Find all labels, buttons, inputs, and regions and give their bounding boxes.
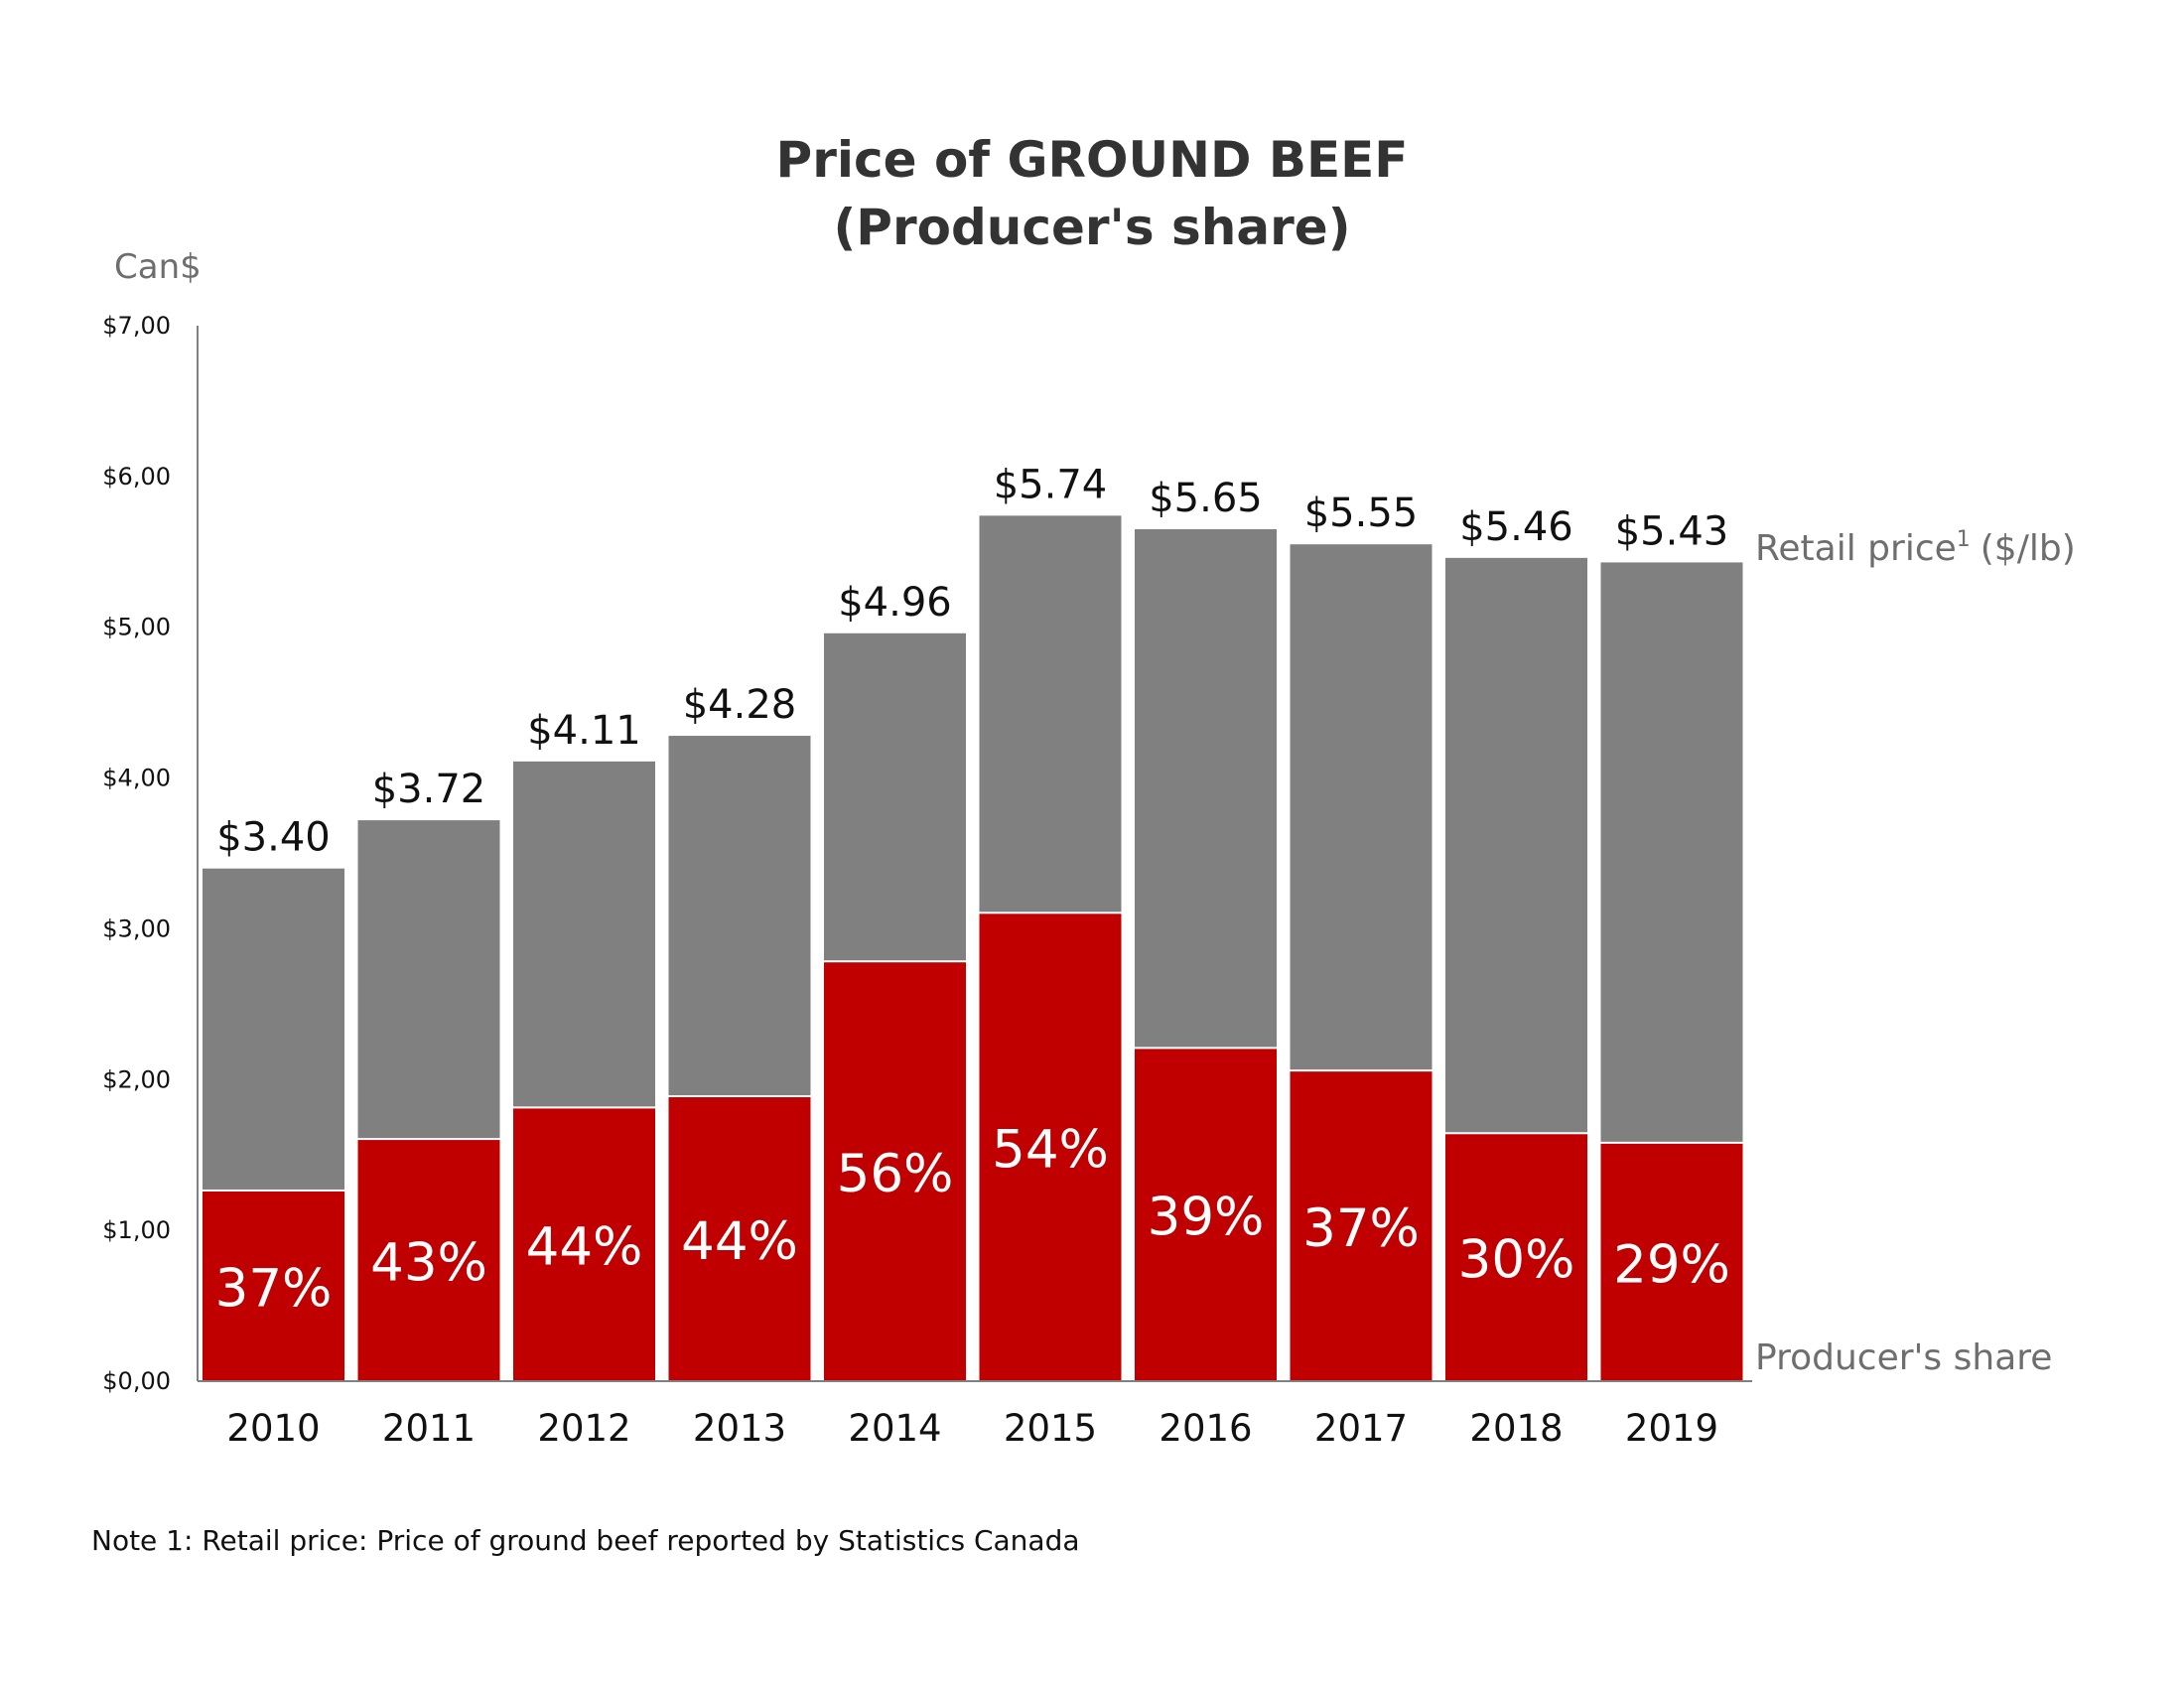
y-tick-label: $5,00: [102, 614, 171, 641]
price-label-2014: $4.96: [838, 580, 952, 626]
y-tick-label: $1,00: [102, 1216, 171, 1244]
bar-retail-remainder-2019: [1600, 562, 1743, 1142]
x-tick-label-2019: 2019: [1625, 1407, 1718, 1450]
bar-producer-share-2012: [513, 1108, 655, 1381]
share-label-2019: 29%: [1613, 1234, 1730, 1295]
x-tick-label-2018: 2018: [1469, 1407, 1563, 1450]
series-label-retail-price-suffix: ($/lb): [1980, 528, 2076, 569]
price-label-2019: $5.43: [1615, 508, 1729, 554]
bar-producer-share-2019: [1600, 1143, 1743, 1381]
price-label-2013: $4.28: [683, 682, 797, 728]
price-label-2017: $5.55: [1304, 491, 1419, 536]
bar-producer-share-2010: [203, 1191, 344, 1381]
share-label-2012: 44%: [526, 1217, 643, 1278]
price-label-2011: $3.72: [372, 767, 486, 812]
footnote: Note 1: Retail price: Price of ground be…: [91, 1524, 1080, 1557]
y-tick-label: $0,00: [102, 1367, 171, 1395]
bar-retail-remainder-2015: [979, 515, 1122, 913]
y-axis-unit-label: Can$: [114, 247, 202, 287]
chart-title-line2: (Producer's share): [833, 199, 1350, 256]
bar-retail-remainder-2018: [1445, 557, 1587, 1133]
price-label-2015: $5.74: [994, 462, 1108, 507]
bar-producer-share-2011: [357, 1140, 500, 1381]
bar-producer-share-2016: [1135, 1049, 1277, 1381]
x-tick-label-2016: 2016: [1159, 1407, 1252, 1450]
share-label-2017: 37%: [1302, 1198, 1420, 1259]
x-tick-label-2012: 2012: [537, 1407, 630, 1450]
y-tick-label: $6,00: [102, 463, 171, 491]
bar-retail-remainder-2013: [668, 736, 811, 1096]
bar-producer-share-2017: [1290, 1071, 1433, 1381]
retail-price-labels: $3.40 $3.72 $4.11 $4.28 $4.96 $5.74 $5.65 $5.55…: [216, 462, 1728, 860]
share-label-2010: 37%: [215, 1258, 333, 1319]
x-tick-label-2015: 2015: [1004, 1407, 1097, 1450]
share-label-2016: 39%: [1148, 1188, 1265, 1248]
y-tick-label: $4,00: [102, 765, 171, 792]
price-label-2010: $3.40: [216, 815, 331, 861]
price-label-2012: $4.11: [527, 708, 641, 754]
share-label-2014: 56%: [837, 1144, 954, 1204]
bar-producer-share-2018: [1445, 1134, 1587, 1381]
x-tick-label-2013: 2013: [693, 1407, 786, 1450]
series-label-retail-price: Retail price1 ($/lb): [1755, 527, 2076, 569]
bar-producer-share-2014: [824, 962, 966, 1381]
series-label-retail-price-superscript: 1: [1957, 527, 1971, 552]
share-label-2018: 30%: [1458, 1230, 1575, 1291]
bar-retail-remainder-2014: [824, 633, 966, 961]
y-axis-ticks: $0,00 $1,00 $2,00 $3,00 $4,00 $5,00 $6,00 $7,00: [102, 312, 171, 1395]
price-label-2018: $5.46: [1459, 504, 1573, 550]
share-label-2011: 43%: [370, 1233, 487, 1294]
y-tick-label: $3,00: [102, 914, 171, 942]
price-label-2016: $5.65: [1149, 476, 1263, 521]
share-label-2015: 54%: [992, 1120, 1109, 1181]
bar-retail-remainder-2010: [203, 868, 344, 1190]
x-axis-ticks: 2010 2011 2012 2013 2014 2015 2016 2017 2018 2019: [226, 1407, 1718, 1450]
x-tick-label-2010: 2010: [226, 1407, 320, 1450]
x-tick-label-2011: 2011: [382, 1407, 476, 1450]
bar-producer-share-2015: [979, 914, 1122, 1381]
series-label-producer-share: Producer's share: [1755, 1337, 2052, 1378]
y-tick-label: $7,00: [102, 312, 171, 340]
x-tick-label-2017: 2017: [1314, 1407, 1408, 1450]
share-label-2013: 44%: [681, 1211, 798, 1272]
bars: [203, 515, 1743, 1381]
chart-title-line1: Price of GROUND BEEF: [776, 131, 1409, 189]
producer-share-labels: 37% 43% 44% 44% 56% 54% 39% 37% 30% 29%: [215, 1120, 1730, 1320]
bar-retail-remainder-2016: [1135, 529, 1277, 1048]
bar-retail-remainder-2017: [1290, 544, 1433, 1070]
bar-retail-remainder-2011: [357, 820, 500, 1139]
bar-producer-share-2013: [668, 1097, 811, 1381]
series-label-retail-price-name: Retail price: [1755, 528, 1957, 569]
x-tick-label-2014: 2014: [848, 1407, 941, 1450]
bar-retail-remainder-2012: [513, 761, 655, 1107]
y-tick-label: $2,00: [102, 1065, 171, 1093]
